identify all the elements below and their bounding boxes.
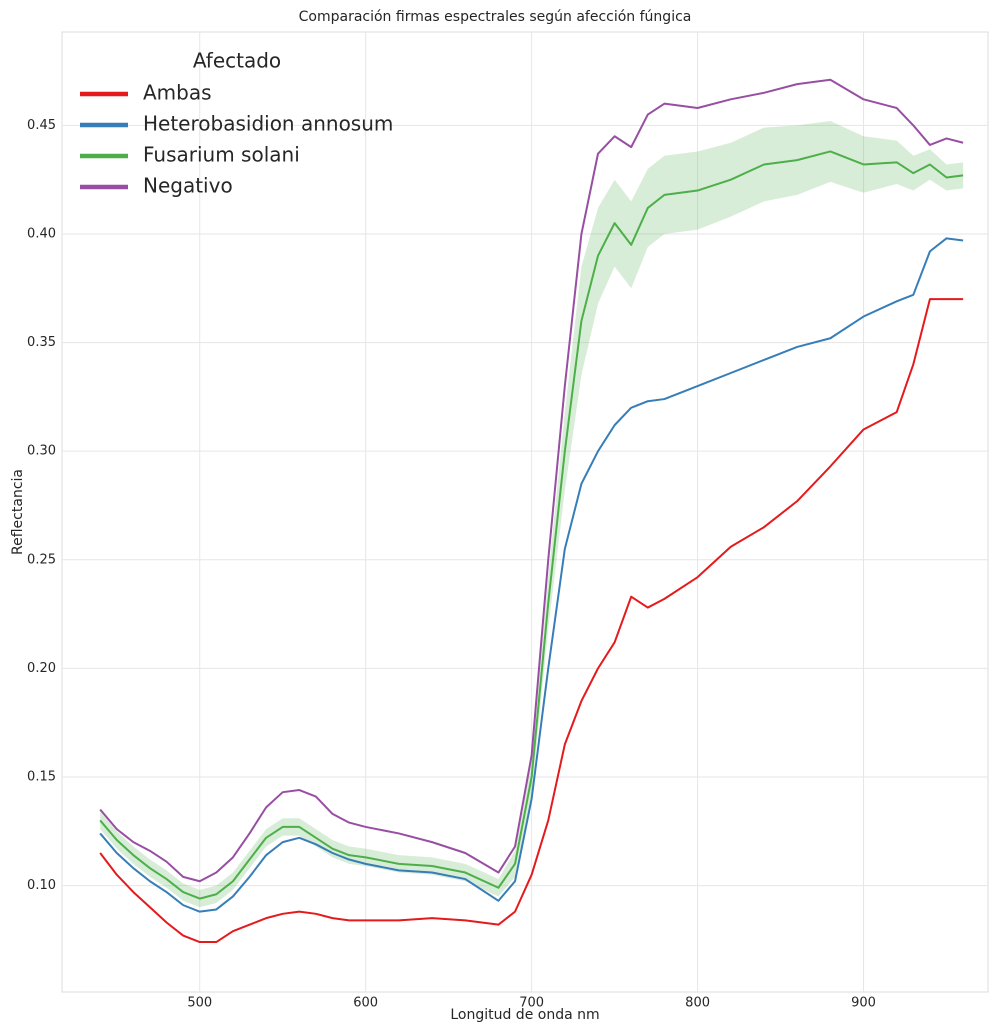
x-tick-label: 800: [685, 996, 710, 1011]
legend-title: Afectado: [193, 49, 281, 73]
legend-label: Ambas: [143, 81, 212, 105]
y-tick-label: 0.20: [27, 661, 56, 676]
y-tick-label: 0.10: [27, 878, 56, 893]
data-line: [99, 237, 964, 913]
data-line: [99, 150, 964, 900]
chart-title: Comparación firmas espectrales según afe…: [299, 9, 692, 25]
x-axis-label: Longitud de onda nm: [450, 1007, 599, 1023]
x-tick-label: 500: [187, 996, 212, 1011]
x-tick-label: 700: [519, 996, 544, 1011]
y-tick-label: 0.30: [27, 444, 56, 459]
data-line: [99, 298, 964, 944]
legend-label: Heterobasidion annosum: [143, 112, 393, 136]
y-tick-label: 0.40: [27, 226, 56, 241]
grid: [62, 32, 988, 992]
y-tick-label: 0.45: [27, 118, 56, 133]
y-tick-label: 0.15: [27, 769, 56, 784]
y-tick-label: 0.25: [27, 552, 56, 567]
y-axis-label: Reflectancia: [10, 469, 26, 555]
legend-label: Negativo: [143, 174, 233, 198]
data-line: [99, 78, 964, 883]
x-tick-label: 600: [353, 996, 378, 1011]
legend-label: Fusarium solani: [143, 143, 300, 167]
x-tick-label: 900: [851, 996, 876, 1011]
y-tick-label: 0.35: [27, 335, 56, 350]
